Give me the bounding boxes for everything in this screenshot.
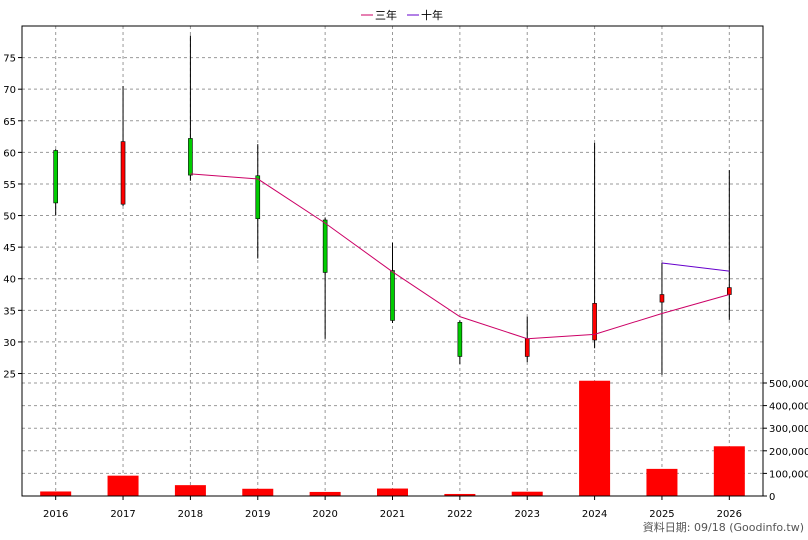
x-tick-label-2019: 2019 — [245, 509, 270, 520]
volume-tick-label-300000: 300,000 — [769, 424, 808, 435]
price-tick-label-60: 60 — [3, 148, 16, 159]
legend-label-3y: 三年 — [375, 8, 397, 22]
volume-bar-2016 — [40, 491, 72, 496]
candle-body-2021 — [390, 270, 395, 321]
volume-tick-label-400000: 400,000 — [769, 402, 808, 413]
x-tick-label-2017: 2017 — [110, 509, 135, 520]
volume-bar-2025 — [646, 468, 678, 496]
volume-bar-2023 — [511, 491, 543, 496]
volume-bar-2024 — [579, 380, 611, 496]
price-tick-label-65: 65 — [3, 117, 16, 128]
candle-body-2016 — [53, 150, 58, 204]
data-date-footer: 資料日期: 09/18 (Goodinfo.tw) — [643, 520, 804, 534]
series-line-三年 — [190, 173, 730, 340]
x-tick-label-2018: 2018 — [178, 509, 203, 520]
price-tick-label-30: 30 — [3, 338, 16, 349]
x-tick-label-2016: 2016 — [43, 509, 68, 520]
candle-body-2020 — [322, 219, 328, 273]
price-tick-label-35: 35 — [3, 306, 16, 317]
volume-tick-label-0: 0 — [769, 492, 775, 503]
legend-label-10y: 十年 — [421, 8, 443, 22]
candles — [53, 35, 732, 375]
volume-tick-label-100000: 100,000 — [769, 469, 808, 480]
x-tick-label-2020: 2020 — [312, 509, 337, 520]
price-tick-label-45: 45 — [3, 243, 16, 254]
plot-frame — [21, 25, 764, 497]
x-tick-label-2023: 2023 — [515, 509, 540, 520]
candle-body-2018 — [188, 138, 193, 176]
volume-bars — [40, 380, 745, 496]
price-tick-label-25: 25 — [3, 370, 16, 381]
volume-tick-label-500000: 500,000 — [769, 379, 808, 390]
x-tick-label-2025: 2025 — [649, 509, 674, 520]
volume-tick-label-200000: 200,000 — [769, 447, 808, 458]
volume-axis: 0 100,000 200,000 300,000 400,000 500,000 — [763, 379, 808, 503]
volume-bar-2018 — [174, 485, 206, 496]
price-tick-label-75: 75 — [3, 54, 16, 65]
price-axis: 25 30 35 40 45 50 55 60 65 70 75 — [3, 54, 22, 381]
moving-average-lines — [190, 173, 730, 340]
x-axis: 2016 2017 2018 2019 2020 2021 2022 2023 2024 2025… — [43, 496, 742, 520]
candle-body-2024 — [592, 303, 597, 341]
price-tick-label-40: 40 — [3, 275, 16, 286]
price-tick-label-50: 50 — [3, 212, 16, 223]
price-tick-label-55: 55 — [3, 180, 16, 191]
x-tick-label-2024: 2024 — [582, 509, 607, 520]
candle-body-2025 — [659, 294, 665, 303]
candle-body-2022 — [457, 322, 463, 357]
volume-bar-2021 — [377, 488, 408, 496]
candle-body-2026 — [727, 287, 732, 295]
chart-legend: 三年 十年 — [361, 8, 443, 22]
x-tick-label-2022: 2022 — [447, 509, 472, 520]
volume-bar-2022 — [444, 493, 476, 496]
volume-bar-2017 — [107, 475, 139, 496]
candle-body-2023 — [524, 338, 530, 357]
price-tick-label-70: 70 — [3, 85, 16, 96]
series-line-十年 — [661, 262, 730, 272]
volume-bar-2020 — [309, 491, 341, 496]
volume-bar-2026 — [713, 446, 745, 496]
candle-body-2019 — [255, 175, 261, 220]
candle-body-2017 — [120, 141, 126, 205]
volume-bar-2019 — [242, 488, 274, 496]
x-tick-label-2026: 2026 — [717, 509, 742, 520]
x-tick-label-2021: 2021 — [380, 509, 405, 520]
